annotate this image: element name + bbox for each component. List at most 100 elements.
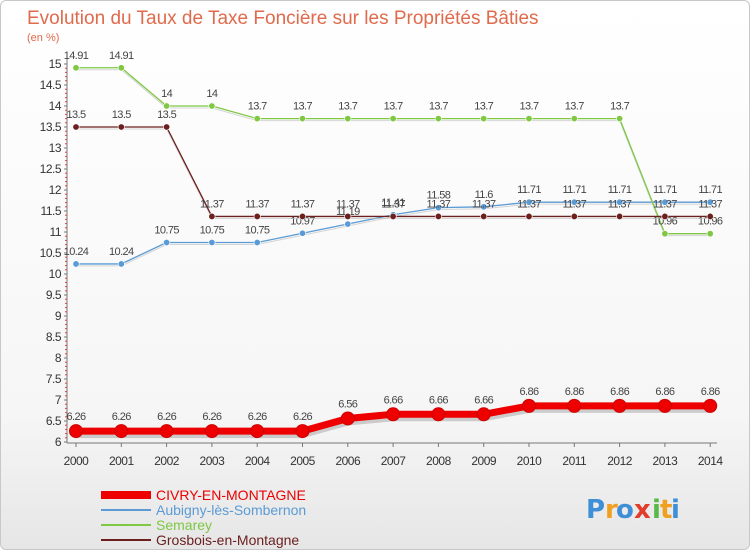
data-point	[298, 229, 306, 237]
y-tick-label: 12	[49, 183, 62, 197]
data-label: 11.71	[562, 184, 586, 196]
data-point	[431, 407, 446, 422]
data-label: 11.19	[336, 206, 360, 218]
data-label: 6.86	[610, 386, 629, 398]
data-label: 11.37	[245, 198, 269, 210]
x-tick-label: 2014	[698, 454, 724, 468]
data-point	[344, 220, 352, 228]
data-label: 13.7	[474, 101, 493, 113]
data-label: 6.86	[701, 386, 720, 398]
x-tick-label: 2005	[290, 454, 316, 468]
logo-letter: P	[586, 495, 605, 525]
data-label: 6.86	[655, 386, 674, 398]
data-label: 6.66	[474, 394, 493, 406]
data-point	[661, 230, 669, 238]
data-point	[253, 115, 261, 123]
data-label: 11.41	[381, 197, 405, 209]
data-label: 13.7	[293, 101, 312, 113]
data-point	[616, 212, 624, 220]
logo-letter: x	[634, 495, 651, 525]
data-point	[117, 123, 125, 131]
data-point	[117, 260, 125, 268]
data-point	[298, 212, 306, 220]
data-point	[703, 398, 718, 413]
data-label: 13.7	[384, 101, 403, 113]
data-point	[72, 260, 80, 268]
data-point	[525, 212, 533, 220]
data-label: 11.37	[653, 198, 677, 210]
y-tick-label: 9.5	[46, 288, 62, 302]
y-tick-label: 9	[55, 309, 62, 323]
data-label: 11.71	[653, 184, 677, 196]
data-point	[253, 239, 261, 247]
y-tick-label: 14.5	[40, 78, 62, 92]
y-tick-label: 11	[50, 225, 62, 239]
data-point	[163, 102, 171, 110]
x-tick-label: 2008	[426, 454, 452, 468]
data-point	[250, 424, 265, 439]
data-point	[661, 212, 669, 220]
data-label: 10.75	[200, 225, 225, 237]
y-tick-label: 6.5	[46, 414, 62, 428]
data-point	[389, 212, 397, 220]
data-point	[661, 198, 669, 206]
legend-label: Aubigny-lès-Sombernon	[156, 502, 306, 518]
data-label: 11.71	[608, 184, 632, 196]
y-tick-label: 7	[55, 393, 62, 407]
y-tick-label: 8	[55, 351, 62, 365]
x-tick-label: 2013	[653, 454, 679, 468]
data-point	[163, 239, 171, 247]
data-label: 6.86	[565, 386, 584, 398]
data-label: 6.66	[384, 394, 403, 406]
data-point	[434, 115, 442, 123]
data-point	[72, 123, 80, 131]
data-label: 11.37	[381, 198, 405, 210]
data-label: 13.5	[157, 109, 176, 121]
data-label: 11.6	[475, 189, 494, 201]
data-label: 11.37	[608, 198, 632, 210]
x-tick-label: 2011	[562, 454, 587, 468]
data-label: 11.37	[291, 198, 315, 210]
data-point	[480, 212, 488, 220]
data-point	[163, 123, 171, 131]
x-tick-label: 2006	[335, 454, 361, 468]
y-tick-label: 14	[49, 99, 62, 113]
data-label: 6.26	[202, 411, 221, 423]
data-label: 10.24	[109, 246, 134, 258]
data-label: 11.71	[517, 184, 541, 196]
legend-label: CIVRY-EN-MONTAGNE	[156, 487, 306, 503]
data-label: 11.37	[427, 198, 451, 210]
data-point	[706, 230, 714, 238]
data-label: 13.7	[248, 101, 267, 113]
data-point	[612, 398, 627, 413]
data-label: 13.7	[519, 101, 538, 113]
data-point	[480, 115, 488, 123]
y-tick-label: 7.5	[46, 372, 62, 386]
data-point	[344, 115, 352, 123]
data-point	[295, 424, 310, 439]
data-point	[657, 398, 672, 413]
data-point	[434, 212, 442, 220]
data-point	[480, 203, 488, 211]
x-tick-label: 2012	[607, 454, 633, 468]
series-3: 13.5 13.5 13.511.37 11.37 11.37 11.37 11.37 11.…	[66, 109, 723, 220]
data-label: 14	[161, 88, 173, 100]
logo-letter: r	[605, 495, 618, 525]
x-tick-label: 2009	[471, 454, 497, 468]
logo-letter: o	[616, 495, 634, 525]
x-tick-label: 2001	[109, 454, 135, 468]
data-point	[208, 212, 216, 220]
data-point	[567, 398, 582, 413]
data-label: 14.91	[64, 50, 89, 62]
data-point	[386, 407, 401, 422]
data-point	[72, 64, 80, 72]
logo-letter: i	[652, 495, 661, 525]
data-label: 10.75	[154, 225, 179, 237]
data-label: 10.24	[64, 246, 89, 258]
x-tick-label: 2004	[245, 454, 271, 468]
data-label: 6.26	[293, 411, 312, 423]
logo-letter: i	[671, 495, 680, 525]
